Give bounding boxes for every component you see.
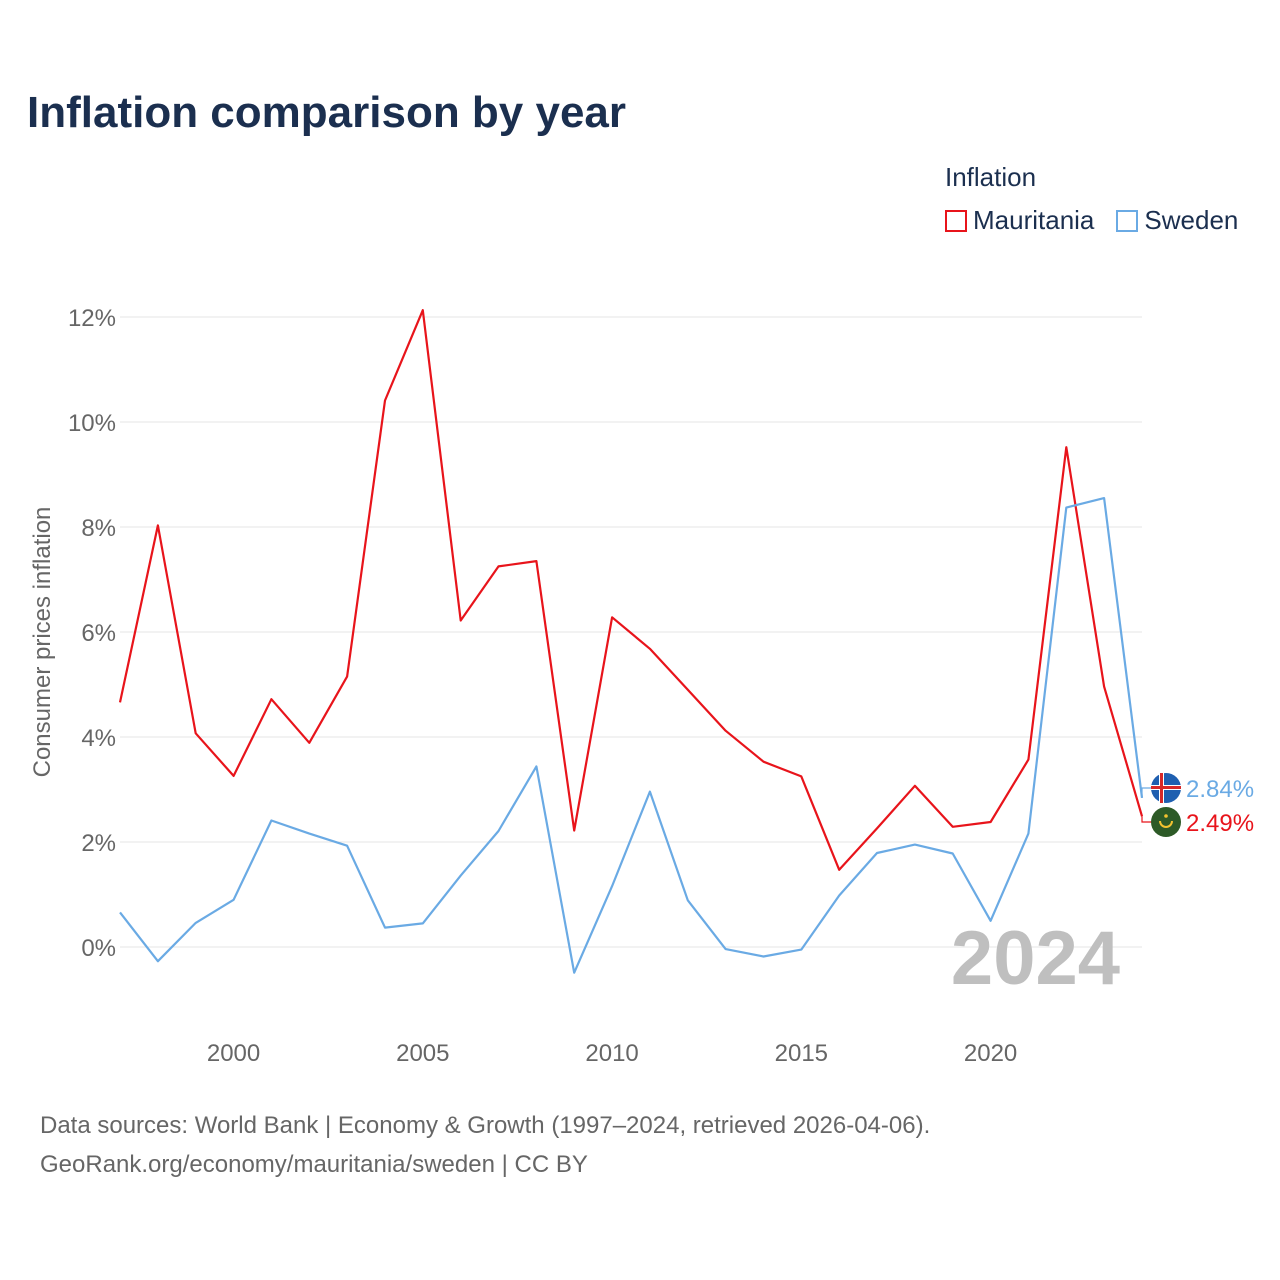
x-axis-ticks: 2000 2005 2010 2015 2020: [207, 1040, 1017, 1067]
x-tick-label: 2005: [396, 1040, 449, 1067]
year-annotation: 2024: [951, 916, 1120, 1001]
y-tick-label: 6%: [81, 620, 116, 647]
y-tick-label: 0%: [81, 935, 116, 962]
x-tick-label: 2000: [207, 1040, 260, 1067]
end-label-sweden: 2.84%: [1186, 776, 1254, 803]
flag-cross-horizontal: [1151, 786, 1181, 789]
legend-label-sweden: Sweden: [1144, 205, 1239, 235]
legend-item-mauritania[interactable]: Mauritania: [945, 205, 1094, 236]
source-line-1: Data sources: World Bank | Economy & Gro…: [40, 1112, 931, 1139]
flag-marker-mauritania: [1151, 807, 1181, 837]
legend: Inflation Mauritania Sweden: [945, 162, 1238, 236]
y-tick-label: 2%: [81, 830, 116, 857]
y-tick-label: 4%: [81, 725, 116, 752]
x-tick-label: 2015: [775, 1040, 828, 1067]
series-line-sweden: [119, 497, 1144, 974]
legend-swatch-mauritania: [945, 209, 967, 232]
series-line-mauritania: [118, 309, 1144, 871]
source-note: Data sources: World Bank | Economy & Gro…: [40, 1106, 930, 1184]
end-label-mauritania: 2.49%: [1186, 810, 1254, 837]
x-tick-label: 2010: [585, 1040, 638, 1067]
y-tick-label: 8%: [81, 515, 116, 542]
legend-swatch-sweden: [1116, 209, 1139, 232]
legend-title: Inflation: [945, 162, 1037, 192]
y-tick-label: 12%: [68, 305, 116, 332]
flag-star: [1164, 814, 1168, 818]
end-connector-mauritania: [1141, 816, 1152, 823]
legend-item-sweden[interactable]: Sweden: [1116, 205, 1238, 236]
y-axis-ticks: 0% 2% 4% 6% 8% 10% 12%: [68, 305, 116, 962]
x-tick-label: 2020: [964, 1040, 1017, 1067]
chart-title: Inflation comparison by year: [27, 88, 627, 137]
y-tick-label: 10%: [68, 410, 116, 437]
source-line-2: GeoRank.org/economy/mauritania/sweden | …: [40, 1151, 588, 1178]
end-connector-sweden: [1141, 787, 1152, 798]
flag-crescent: [1159, 820, 1173, 828]
y-axis-label: Consumer prices inflation: [29, 507, 56, 778]
legend-label-mauritania: Mauritania: [973, 205, 1095, 235]
